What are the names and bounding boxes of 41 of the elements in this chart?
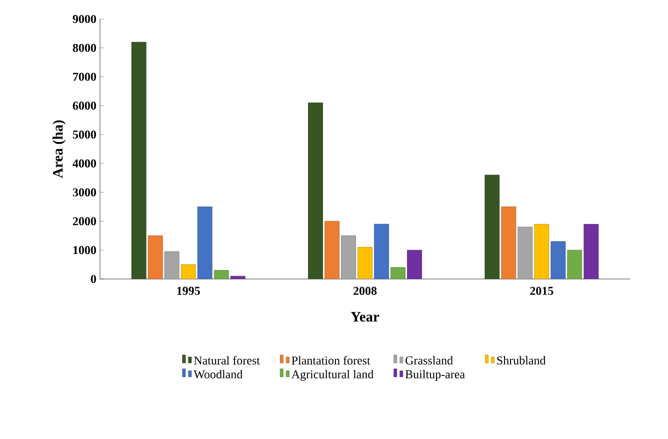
bar [197, 206, 212, 280]
bar [308, 102, 323, 280]
bar [407, 250, 422, 280]
y-tick-label: 6000 [72, 102, 96, 110]
y-tick-label: 0 [90, 274, 96, 284]
bar [230, 276, 246, 280]
x-tick-label: 1995 [177, 286, 200, 295]
bar [341, 235, 356, 280]
bar [534, 224, 550, 280]
bar [501, 206, 516, 280]
bar [484, 174, 500, 280]
bar [148, 235, 163, 280]
x-tick-label: 2008 [354, 286, 377, 295]
y-tick-label: 3000 [72, 188, 96, 196]
bar [567, 250, 582, 280]
y-tick-label: 1000 [73, 246, 96, 254]
y-tick-label: 5000 [72, 130, 96, 139]
bar [164, 251, 180, 280]
bar [374, 224, 389, 280]
legend-label: Woodland [194, 370, 243, 378]
legend-label: Builtup-area [405, 370, 465, 381]
bar [131, 42, 146, 280]
y-tick-label: 9000 [72, 14, 96, 24]
bar [518, 226, 533, 280]
bar [550, 241, 566, 280]
x-tick-label: 2015 [530, 286, 554, 295]
legend-label: Agricultural land [291, 370, 374, 381]
y-tick-label: 7000 [73, 72, 96, 81]
bar [180, 264, 196, 280]
y-axis-title: Area (ha) [52, 120, 66, 178]
bar [324, 221, 340, 280]
bar [584, 224, 599, 280]
legend-label: Plantation forest [292, 356, 370, 365]
legend-label: Shrubland [497, 356, 546, 364]
bar [358, 247, 372, 280]
x-axis-title: Year [350, 312, 380, 322]
y-tick-label: 4000 [72, 159, 96, 168]
legend-label: Natural forest [194, 356, 260, 365]
y-tick-label: 2000 [72, 217, 96, 226]
legend-label: Grassland [406, 356, 453, 364]
y-tick-label: 8000 [72, 44, 96, 52]
